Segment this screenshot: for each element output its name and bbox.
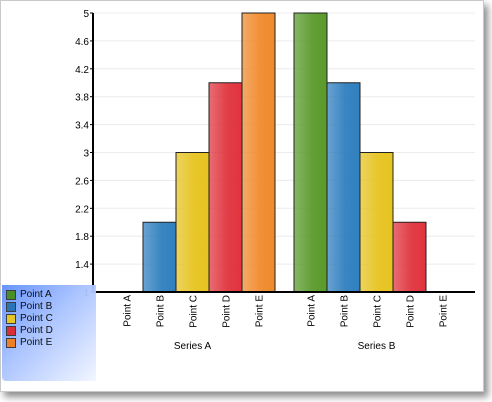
y-tick-label: 4.6 [75, 37, 89, 48]
legend-swatch [6, 338, 16, 348]
y-tick-label: 2.6 [75, 176, 89, 187]
legend-label: Point B [20, 301, 53, 312]
bar [208, 82, 243, 293]
x-tick-label: Point A [307, 295, 318, 327]
x-tick-label: Point E [255, 295, 266, 328]
legend-swatch [6, 326, 16, 336]
legend-label: Point C [20, 313, 53, 324]
y-tick-label: 5 [83, 9, 89, 20]
y-tick-label: 3 [83, 149, 89, 160]
chart-legend: Point A Point B Point C Point D Point E [2, 285, 96, 381]
x-tick-label: Point A [123, 295, 134, 327]
bar [359, 152, 394, 293]
x-tick-label: Point D [222, 295, 233, 328]
legend-swatch [6, 302, 16, 312]
legend-label: Point A [20, 289, 52, 300]
bar [142, 221, 177, 293]
x-tick-label: Point B [156, 295, 167, 328]
y-tick-label: 4.2 [75, 65, 89, 76]
x-tick-label: Point C [373, 295, 384, 328]
x-tick-label: Point C [189, 295, 200, 328]
x-tick-label: Point E [439, 295, 450, 328]
y-tick-label: 1.4 [75, 260, 89, 271]
legend-swatch [6, 290, 16, 300]
y-tick-label: 2.2 [75, 204, 89, 215]
x-tick-label: Point B [340, 295, 351, 328]
y-tick-label: 3.4 [75, 121, 89, 132]
y-tick-label: 3.8 [75, 93, 89, 104]
series-label: Series B [358, 341, 396, 352]
x-tick-label: Point D [406, 295, 417, 328]
bar [326, 82, 361, 293]
legend-label: Point D [20, 325, 53, 336]
series-label: Series A [174, 341, 212, 352]
bar [293, 12, 328, 293]
bar [241, 12, 276, 293]
legend-label: Point E [20, 337, 53, 348]
bar [175, 152, 210, 293]
bar [392, 221, 427, 293]
legend-swatch [6, 314, 16, 324]
y-tick-label: 1.8 [75, 232, 89, 243]
